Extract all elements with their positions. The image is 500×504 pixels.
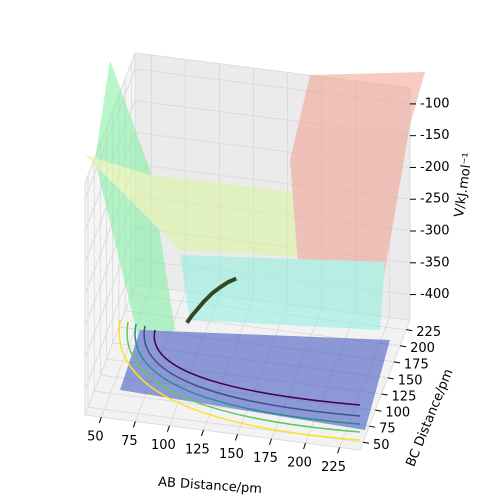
x-tick bbox=[200, 429, 204, 437]
contour bbox=[134, 323, 361, 425]
contours bbox=[118, 319, 361, 441]
z-tick-label: -400 bbox=[420, 287, 450, 302]
x-tick-label: 225 bbox=[321, 460, 346, 475]
x-tick-label: 150 bbox=[219, 447, 244, 462]
x-tick bbox=[166, 425, 170, 432]
contour bbox=[153, 329, 361, 406]
y-tick bbox=[362, 441, 370, 444]
z-tick-label: -350 bbox=[420, 255, 450, 270]
x-tick-label: 50 bbox=[87, 430, 104, 445]
surface-patch bbox=[290, 72, 425, 300]
x-tick-label: 175 bbox=[253, 451, 278, 466]
y-tick-label: 200 bbox=[410, 341, 435, 356]
y-tick-label: 100 bbox=[385, 406, 410, 421]
y-tick bbox=[381, 393, 388, 396]
surface-patch bbox=[85, 155, 360, 260]
y-tick-label: 50 bbox=[373, 438, 390, 453]
y-tick-label: 125 bbox=[392, 390, 417, 405]
x-tick bbox=[132, 421, 136, 428]
surface-patch bbox=[180, 255, 385, 330]
trajectory bbox=[185, 276, 238, 324]
contour bbox=[126, 321, 361, 433]
x-tick bbox=[269, 438, 272, 445]
contour bbox=[143, 325, 361, 417]
x-tick bbox=[98, 416, 102, 424]
y-tick-label: 225 bbox=[416, 325, 441, 340]
x-tick-label: 125 bbox=[185, 443, 210, 458]
y-tick bbox=[400, 345, 407, 348]
surface-patch bbox=[120, 330, 390, 430]
y-tick bbox=[369, 425, 376, 428]
x-axis-label: AB Distance/pm bbox=[158, 475, 263, 497]
z-tick-label: -100 bbox=[420, 96, 450, 111]
z-tick-label: -150 bbox=[420, 128, 450, 143]
z-tick-label: -250 bbox=[420, 192, 450, 207]
x-tick-label: 75 bbox=[121, 434, 138, 449]
y-tick bbox=[393, 361, 400, 364]
x-tick bbox=[235, 434, 238, 441]
contour bbox=[118, 319, 361, 441]
z-axis-label: V/kJ.mol⁻¹ bbox=[452, 152, 476, 219]
x-tick bbox=[337, 447, 341, 454]
x-tick-label: 200 bbox=[287, 456, 312, 471]
y-tick-label: 150 bbox=[398, 373, 423, 388]
y-tick bbox=[387, 377, 394, 380]
y-tick bbox=[406, 329, 413, 332]
z-tick-label: -300 bbox=[420, 224, 450, 239]
y-tick-label: 175 bbox=[404, 357, 429, 372]
y-tick bbox=[375, 409, 382, 412]
y-tick-label: 75 bbox=[379, 422, 396, 437]
x-tick-label: 100 bbox=[151, 438, 176, 453]
x-tick bbox=[303, 442, 307, 450]
z-tick-label: -200 bbox=[420, 160, 450, 175]
surface-decoration bbox=[85, 60, 425, 430]
